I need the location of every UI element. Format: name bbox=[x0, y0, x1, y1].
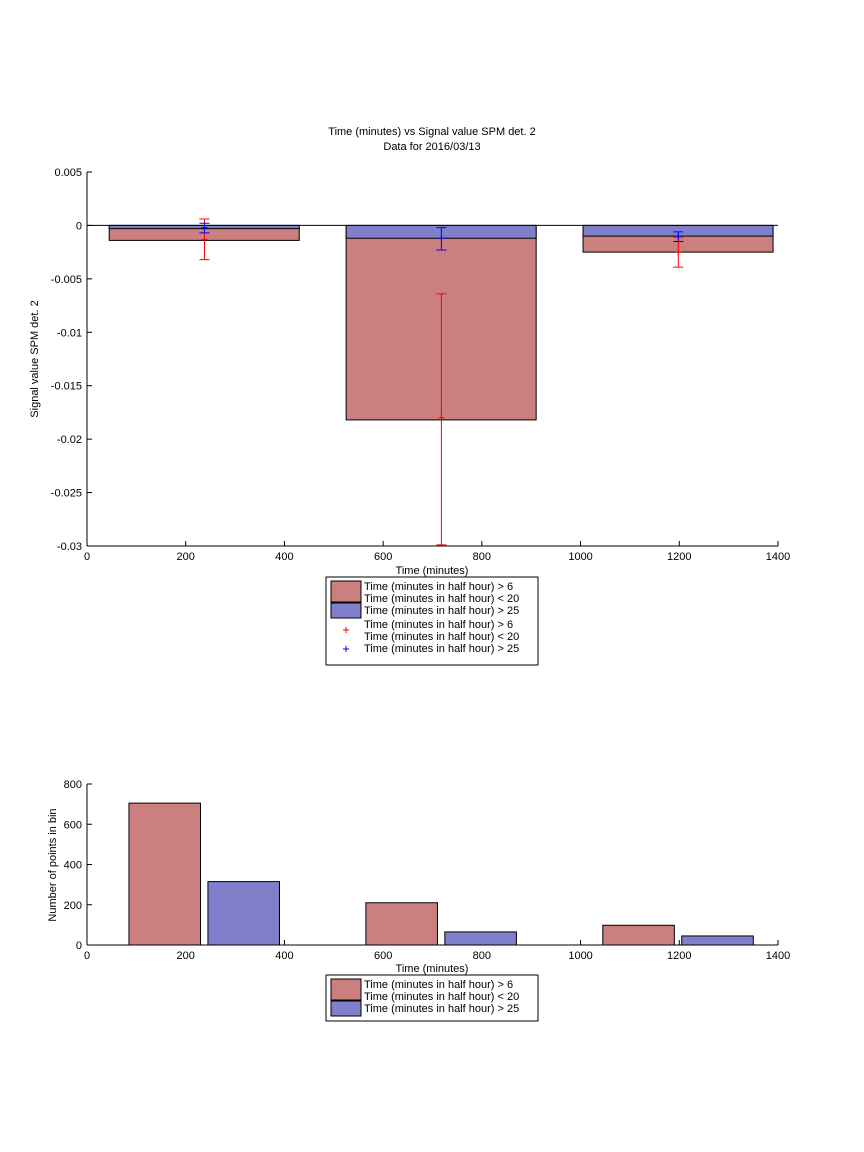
count-bar-series-b bbox=[681, 935, 754, 946]
legend-swatch bbox=[330, 1000, 362, 1017]
y-tick-label: 200 bbox=[64, 900, 82, 912]
legend-label: Time (minutes in half hour) > 25 bbox=[364, 605, 519, 617]
legend-label: Time (minutes in half hour) > 25 bbox=[364, 643, 519, 655]
x-axis-label: Time (minutes) bbox=[396, 963, 469, 975]
x-tick-label: 800 bbox=[473, 950, 491, 962]
x-tick-label: 800 bbox=[473, 551, 491, 563]
x-axis-label: Time (minutes) bbox=[396, 565, 469, 577]
legend-label: Time (minutes in half hour) > 6 bbox=[364, 619, 513, 631]
x-tick-label: 400 bbox=[275, 551, 293, 563]
x-tick-label: 1400 bbox=[766, 950, 790, 962]
count-bar-series-a bbox=[602, 924, 675, 946]
top-bar-chart: Time (minutes) vs Signal value SPM det. … bbox=[29, 126, 790, 666]
y-tick-label: 800 bbox=[64, 779, 82, 791]
legend-label: Time (minutes in half hour) > 25 bbox=[364, 1003, 519, 1015]
errorbar-series-a-marker bbox=[675, 249, 682, 256]
y-tick-label: -0.025 bbox=[51, 488, 82, 500]
x-tick-label: 200 bbox=[177, 551, 195, 563]
count-bar-series-a bbox=[128, 802, 202, 946]
legend-swatch bbox=[330, 602, 362, 619]
legend-marker bbox=[343, 627, 349, 633]
x-tick-label: 1400 bbox=[766, 551, 790, 563]
x-tick-label: 1200 bbox=[667, 551, 691, 563]
y-axis-label: Signal value SPM det. 2 bbox=[29, 300, 41, 417]
y-tick-label: -0.03 bbox=[57, 541, 82, 553]
x-tick-label: 400 bbox=[275, 950, 293, 962]
x-tick-label: 0 bbox=[84, 950, 90, 962]
legend-label: Time (minutes in half hour) < 20 bbox=[364, 593, 519, 605]
y-tick-label: 0.005 bbox=[54, 167, 82, 179]
legend-label: Time (minutes in half hour) < 20 bbox=[364, 991, 519, 1003]
y-tick-label: -0.02 bbox=[57, 434, 82, 446]
legend-swatch bbox=[330, 580, 362, 603]
y-tick-label: 600 bbox=[64, 819, 82, 831]
y-tick-label: -0.015 bbox=[51, 381, 82, 393]
x-tick-label: 200 bbox=[177, 950, 195, 962]
errorbar-series-a-marker bbox=[438, 414, 445, 421]
x-tick-label: 1000 bbox=[568, 950, 592, 962]
legend-label: Time (minutes in half hour) > 6 bbox=[364, 581, 513, 593]
x-tick-label: 1200 bbox=[667, 950, 691, 962]
x-tick-label: 0 bbox=[84, 551, 90, 563]
y-tick-label: 400 bbox=[64, 860, 82, 872]
y-tick-label: 0 bbox=[76, 940, 82, 952]
x-tick-label: 600 bbox=[374, 551, 392, 563]
legend-label: Time (minutes in half hour) > 6 bbox=[364, 979, 513, 991]
count-bar-series-b bbox=[444, 931, 517, 946]
y-axis-label: Number of points in bin bbox=[47, 808, 59, 921]
y-tick-label: -0.01 bbox=[57, 327, 82, 339]
chart-title: Time (minutes) vs Signal value SPM det. … bbox=[328, 126, 535, 138]
legend-marker bbox=[343, 646, 349, 652]
count-bar-series-a bbox=[365, 902, 438, 946]
errorbar-series-a-marker bbox=[201, 236, 208, 243]
y-tick-label: -0.005 bbox=[51, 274, 82, 286]
errorbar-series-b-marker bbox=[201, 224, 208, 231]
errorbar-series-b-marker bbox=[675, 233, 682, 240]
x-tick-label: 600 bbox=[374, 950, 392, 962]
bottom-bar-chart: Time (minutes) Number of points in bin 0… bbox=[47, 779, 790, 1022]
legend-label: Time (minutes in half hour) < 20 bbox=[364, 631, 519, 643]
x-tick-label: 1000 bbox=[568, 551, 592, 563]
chart-subtitle: Data for 2016/03/13 bbox=[383, 141, 480, 153]
errorbar-series-b-marker bbox=[438, 235, 445, 242]
legend-swatch bbox=[330, 978, 362, 1001]
count-bar-series-b bbox=[207, 881, 280, 946]
y-tick-label: 0 bbox=[76, 220, 82, 232]
